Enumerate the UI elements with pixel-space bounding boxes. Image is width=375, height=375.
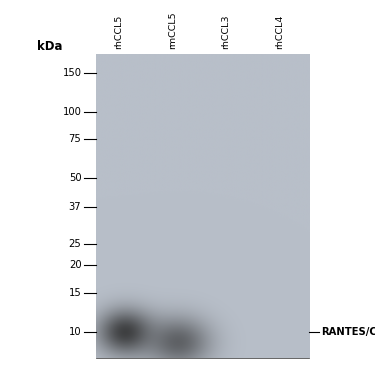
Text: 50: 50	[69, 173, 81, 183]
Text: 37: 37	[69, 202, 81, 212]
Text: rhCCL5: rhCCL5	[114, 14, 123, 49]
Text: RANTES/CCL5: RANTES/CCL5	[321, 327, 375, 337]
Text: 150: 150	[62, 68, 81, 78]
Text: rmCCL5: rmCCL5	[168, 11, 177, 49]
Text: 25: 25	[69, 239, 81, 249]
Text: kDa: kDa	[38, 39, 63, 53]
Text: rhCCL4: rhCCL4	[274, 14, 284, 49]
Text: 100: 100	[63, 106, 81, 117]
Text: 75: 75	[69, 134, 81, 144]
Text: 10: 10	[69, 327, 81, 337]
Text: rhCCL3: rhCCL3	[221, 14, 230, 49]
Text: 20: 20	[69, 261, 81, 270]
Text: 15: 15	[69, 288, 81, 298]
Bar	[96, 54, 309, 358]
